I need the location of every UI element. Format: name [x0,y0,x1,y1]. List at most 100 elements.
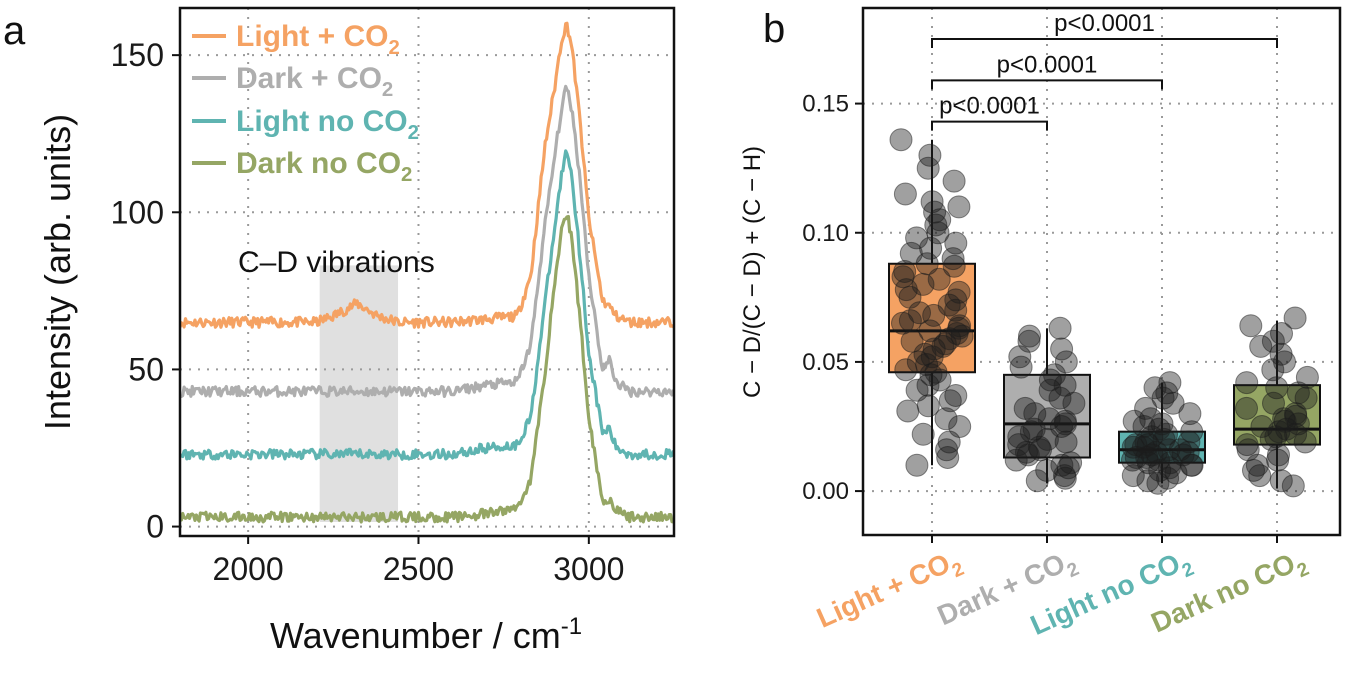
panel-b-ytick-label: 0.15 [802,91,849,118]
panel-b-ytick-label: 0.00 [802,478,849,505]
data-point [916,373,940,397]
legend-label-3: Dark no CO2 [236,147,412,186]
category-label-0-subscript: 2 [949,559,967,582]
panel-b-ytick-label: 0.10 [802,220,849,247]
data-point [916,156,940,180]
data-point [1239,314,1263,338]
category-label-3-subscript: 2 [1294,559,1312,582]
legend-label-1: Dark + CO2 [236,62,393,101]
panel-a-ticks: 2000 2500 3000 0 50 100 150 [111,37,625,587]
legend-label-2: Light no CO2 [236,105,419,144]
data-point [894,358,918,382]
panel-a-ytick-label: 50 [128,351,164,387]
panel-a-ytick-label: 0 [146,509,164,545]
data-point [938,389,962,413]
panel-a-grid [180,8,674,536]
data-point [1121,464,1145,488]
series-line-1 [180,84,674,398]
data-point [947,195,971,219]
panel-a-xtick-label: 3000 [553,551,624,587]
panel-a-xtick-label: 2500 [383,551,454,587]
data-point [1178,402,1202,426]
data-point [926,221,950,245]
data-point [908,301,931,325]
data-point [934,407,958,431]
panel-a-x-axis-title: Wavenumber / cm-1 [270,613,582,656]
panel-b-significance-brackets: p<0.0001 p<0.0001 p<0.0001 [931,10,1278,131]
panel-a-y-axis-title: Intensity (arb. units) [37,114,78,430]
data-point [1261,358,1285,382]
legend-label-1-text: Dark + CO [236,62,382,95]
data-point [1053,466,1077,490]
data-point [924,213,948,237]
series-line-0 [180,21,674,329]
data-point [1146,471,1170,495]
panel-a-series-lines [180,21,674,524]
category-label-0-text: Light + CO [812,547,955,633]
data-point [1016,443,1040,467]
panel-b-grid [863,8,1340,535]
data-point [1018,324,1041,348]
box-0 [888,262,976,374]
data-point [906,350,930,374]
bracket-1 [931,79,1163,90]
data-point [1161,391,1185,415]
data-point [1048,316,1072,340]
data-point [941,247,965,271]
data-point [898,309,922,333]
p-value-label-1: p<0.0001 [997,51,1098,78]
data-point [1136,469,1160,493]
data-point [1293,430,1317,454]
data-point [1265,376,1289,400]
panel-a-ytick-label: 150 [111,37,164,73]
series-line-3 [180,214,674,524]
data-point [915,252,939,276]
panel-b-frame [861,6,1342,537]
data-point [1273,350,1296,374]
legend-label-2-subscript: 2 [408,122,419,144]
data-point [1264,425,1288,449]
data-point [891,311,914,335]
data-point [1004,448,1028,472]
legend-label-3-text: Dark no CO [236,147,401,180]
bracket-2 [931,38,1278,48]
data-point [1269,469,1293,493]
legend-label-0-text: Light + CO [236,20,389,53]
data-point [1284,422,1308,446]
data-point [1007,425,1031,449]
data-point [1259,427,1283,451]
data-point [944,231,968,255]
data-point [1281,474,1305,498]
data-point [935,438,959,462]
panel-b-box-plot: p<0.0001 p<0.0001 p<0.0001 0.00 0.05 0.10 0.1… [739,6,1342,641]
data-point [905,453,929,477]
data-point [918,143,942,167]
data-point [922,303,946,327]
p-value-label-2: p<0.0001 [1054,10,1155,37]
data-point [889,128,913,152]
data-point [928,368,952,392]
data-point [1134,396,1158,420]
category-label-1-subscript: 2 [1064,559,1082,582]
data-point [944,298,968,322]
data-point [1054,430,1078,454]
data-point [1054,350,1078,374]
data-point [1038,368,1062,392]
data-point [942,169,966,193]
panel-a-frame [178,6,676,538]
data-point [1249,334,1273,358]
data-point [1177,430,1201,454]
data-point [1283,306,1307,330]
data-point [1009,355,1033,379]
data-point [1025,469,1049,493]
data-point [1008,345,1032,369]
cd-vibrations-annotation: C–D vibrations [238,246,435,279]
bracket-0 [931,120,1048,131]
panel-a-letter: a [3,9,26,53]
data-point [1266,448,1290,472]
panel-b-boxes [888,139,1321,489]
data-point [911,422,935,446]
